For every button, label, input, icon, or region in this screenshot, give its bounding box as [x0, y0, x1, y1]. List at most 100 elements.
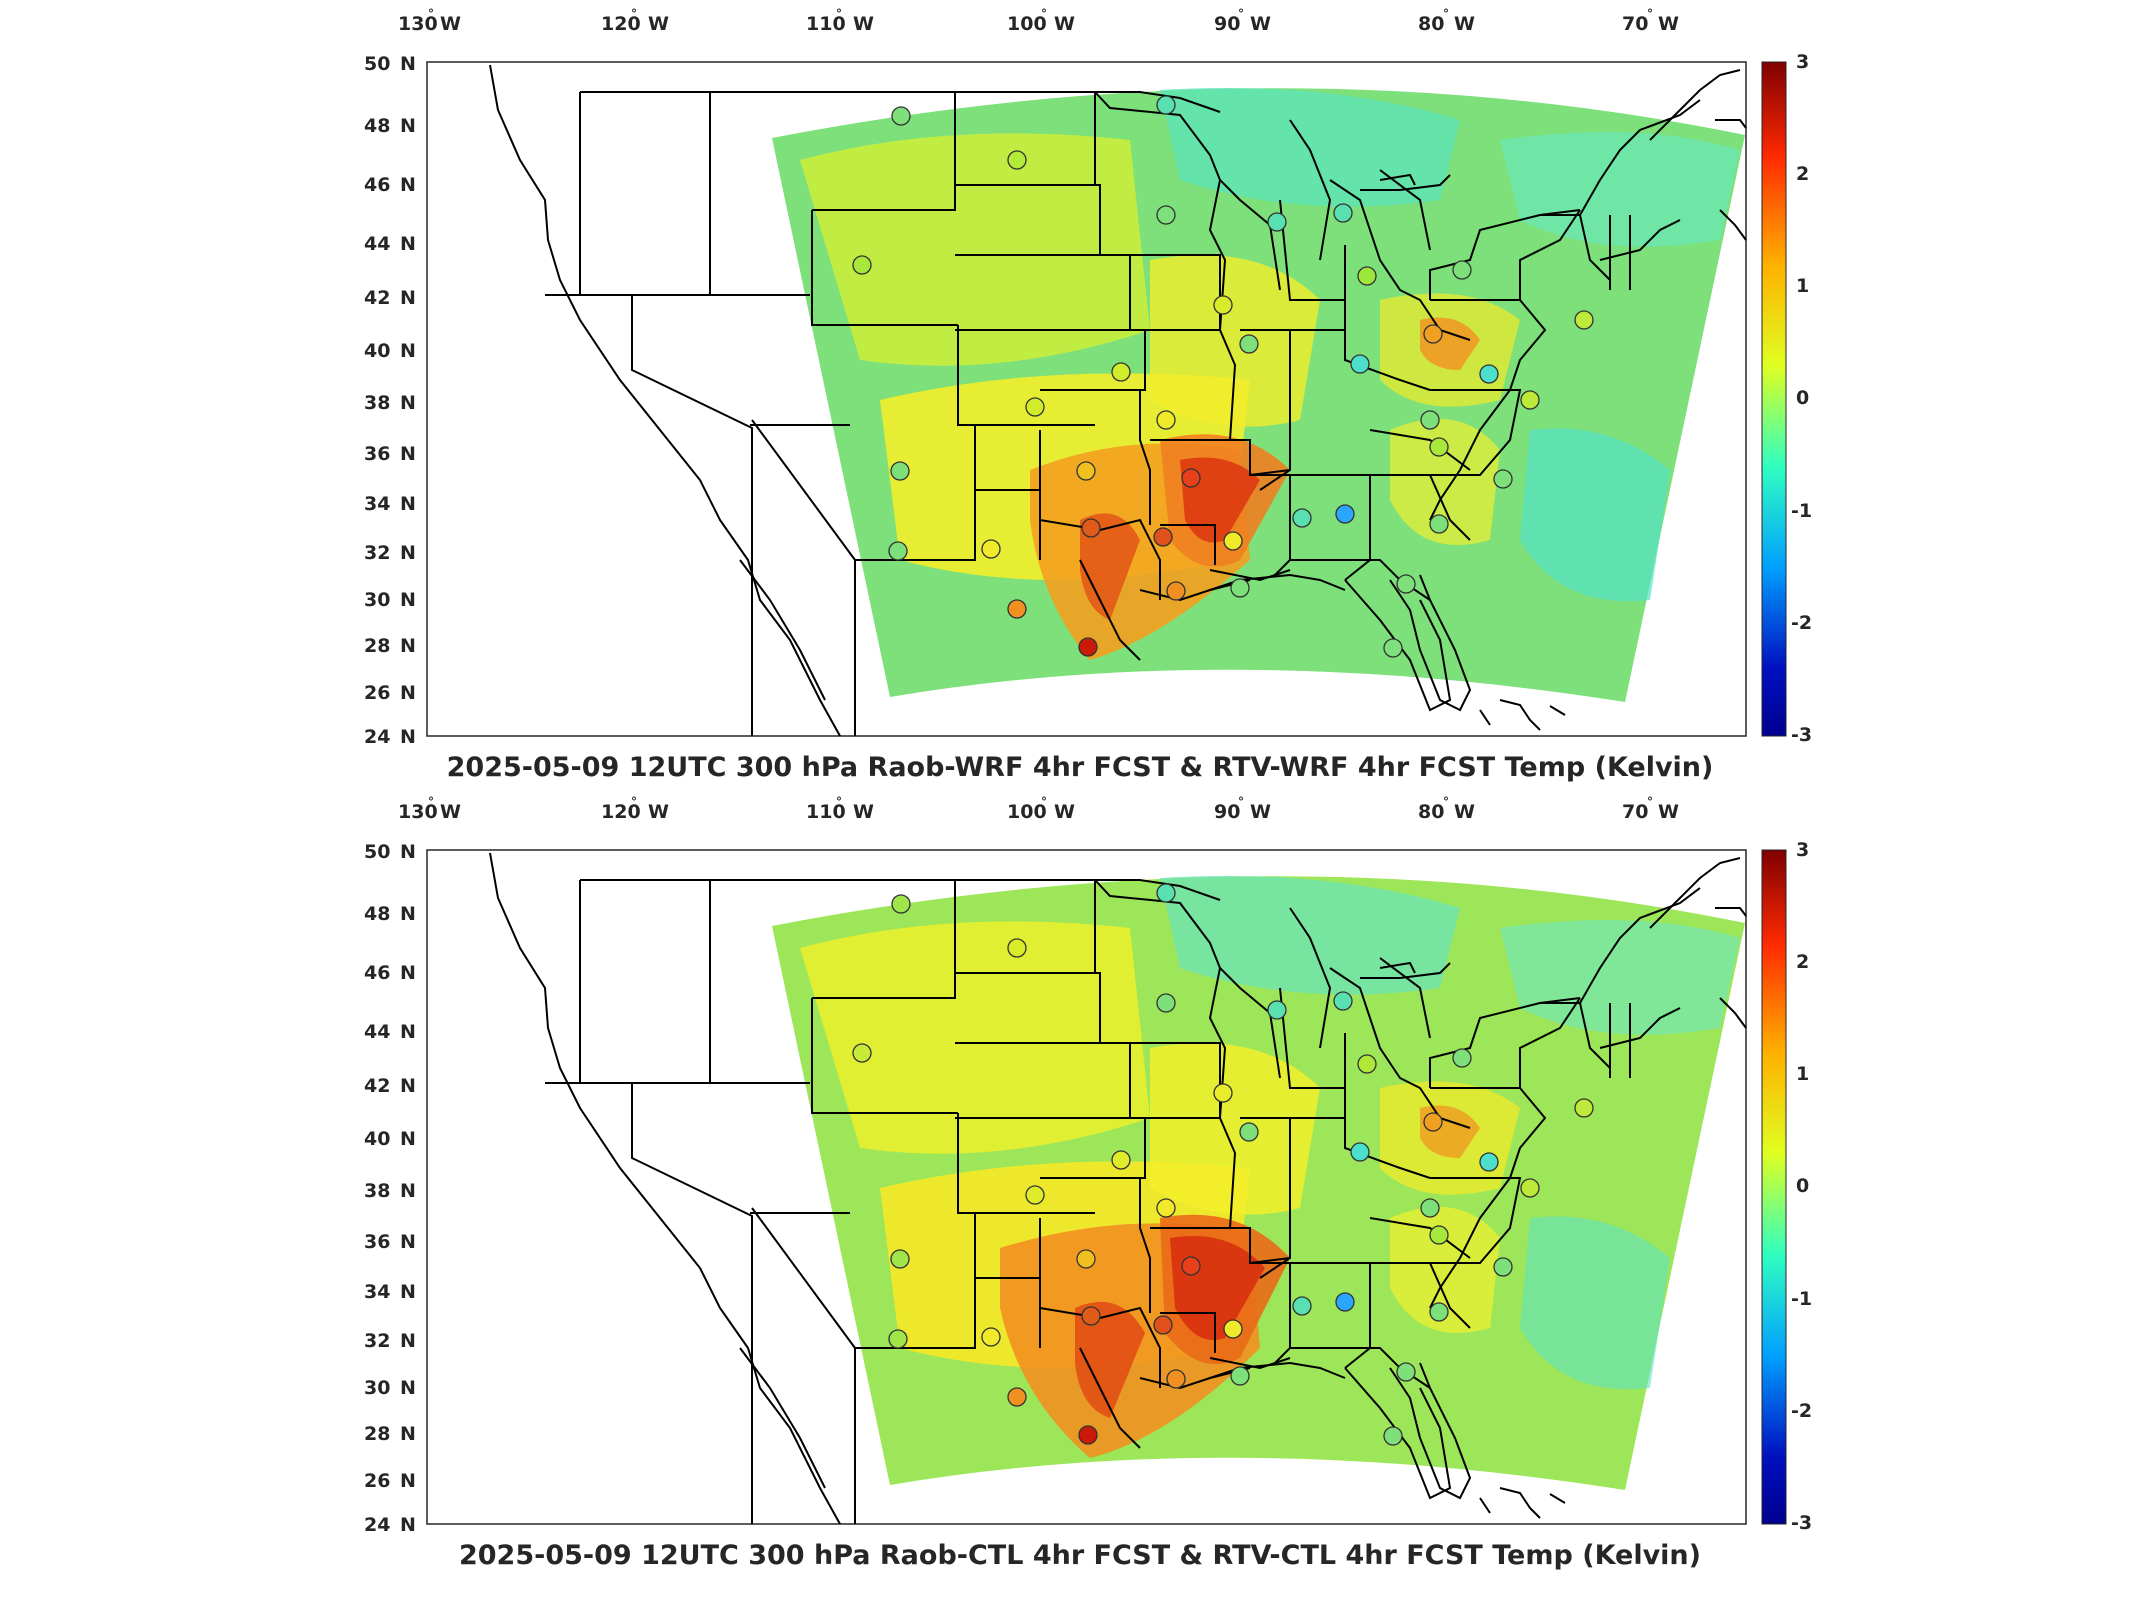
- lon-label-hemi: W: [1658, 801, 1679, 823]
- lon-label-hemi: W: [440, 801, 461, 823]
- lat-label: 26: [364, 682, 390, 704]
- lon-label-hemi: W: [853, 13, 874, 35]
- lat-label-hemi: N: [400, 589, 416, 611]
- lon-degree-marks: ° ° ° ° ° ° °: [428, 7, 1653, 21]
- lat-label: 24: [364, 726, 390, 748]
- lat-label-hemi: N: [400, 635, 416, 657]
- svg-text:3: 3: [1796, 839, 1809, 861]
- svg-text:°: °: [836, 7, 842, 21]
- lat-label: 46: [364, 174, 390, 196]
- lat-label: 26: [364, 1470, 390, 1492]
- svg-text:°: °: [631, 7, 637, 21]
- lat-axis-labels: 50 N 48 N 46 N 44 N 42 N 40 N 38 N 36 N 34 N 32 N …: [364, 841, 416, 1536]
- svg-text:°: °: [1647, 7, 1653, 21]
- svg-text:°: °: [428, 795, 434, 809]
- lon-label: 80: [1418, 801, 1444, 823]
- lat-label-hemi: N: [400, 53, 416, 75]
- lat-label: 48: [364, 115, 390, 137]
- lon-label-hemi: W: [1658, 13, 1679, 35]
- temperature-field: [772, 88, 1745, 702]
- lat-label-hemi: N: [400, 1128, 416, 1150]
- lon-label-hemi: W: [440, 13, 461, 35]
- lat-label: 48: [364, 903, 390, 925]
- lat-label-hemi: N: [400, 1514, 416, 1536]
- lat-label: 44: [364, 233, 390, 255]
- lat-label-hemi: N: [400, 903, 416, 925]
- lat-label: 28: [364, 635, 390, 657]
- svg-text:°: °: [1443, 795, 1449, 809]
- lat-label-hemi: N: [400, 340, 416, 362]
- lon-label: 120: [601, 13, 641, 35]
- lon-label-hemi: W: [1250, 13, 1271, 35]
- lon-label: 70: [1622, 13, 1648, 35]
- lat-label-hemi: N: [400, 1180, 416, 1202]
- lat-label-hemi: N: [400, 1231, 416, 1253]
- lon-label: 100: [1007, 13, 1047, 35]
- svg-text:3: 3: [1796, 51, 1809, 73]
- colorbar-ticks: 3 2 1 0 -1 -2 -3: [1791, 51, 1812, 746]
- lat-label: 42: [364, 1075, 390, 1097]
- lon-label: 120: [601, 801, 641, 823]
- colorbar-ticks: 3 2 1 0 -1 -2 -3: [1791, 839, 1812, 1534]
- svg-text:-2: -2: [1791, 1400, 1812, 1422]
- lon-label-hemi: W: [1454, 13, 1475, 35]
- lon-label: 90: [1214, 13, 1240, 35]
- svg-text:-1: -1: [1791, 500, 1812, 522]
- lon-label-hemi: W: [1250, 801, 1271, 823]
- svg-text:°: °: [1238, 795, 1244, 809]
- svg-text:2: 2: [1796, 163, 1809, 185]
- svg-text:-3: -3: [1791, 724, 1812, 746]
- lat-axis-labels: 50 N 48 N 46 N 44 N 42 N 40 N 38 N 36 N 34 N 32 N …: [364, 53, 416, 748]
- lon-degree-marks: ° ° ° ° ° ° °: [428, 795, 1653, 809]
- panel-title: 2025-05-09 12UTC 300 hPa Raob-WRF 4hr FC…: [447, 752, 1714, 783]
- lon-axis-labels: 130 W 120 W 110 W 100 W 90 W 80 W 70 W: [398, 13, 1679, 35]
- lat-label-hemi: N: [400, 287, 416, 309]
- panel-top: 130 W 120 W 110 W 100 W 90 W 80 W 70 W °…: [364, 7, 1812, 783]
- lon-label: 110: [806, 13, 846, 35]
- lon-axis-labels: 130 W 120 W 110 W 100 W 90 W 80 W 70 W: [398, 801, 1679, 823]
- lat-label-hemi: N: [400, 962, 416, 984]
- lat-label-hemi: N: [400, 1377, 416, 1399]
- state-boundaries: [489, 852, 1747, 1525]
- lat-label-hemi: N: [400, 392, 416, 414]
- lat-label: 34: [364, 1281, 390, 1303]
- lon-label: 130: [398, 801, 438, 823]
- lat-label: 42: [364, 287, 390, 309]
- svg-text:°: °: [1443, 7, 1449, 21]
- lat-label: 44: [364, 1021, 390, 1043]
- station-markers: [852, 95, 1594, 658]
- lat-label: 30: [364, 589, 390, 611]
- svg-text:1: 1: [1796, 275, 1809, 297]
- svg-text:°: °: [1238, 7, 1244, 21]
- lat-label-hemi: N: [400, 542, 416, 564]
- temperature-field: [772, 876, 1745, 1490]
- lat-label-hemi: N: [400, 1470, 416, 1492]
- lat-label-hemi: N: [400, 1330, 416, 1352]
- lon-label-hemi: W: [1054, 13, 1075, 35]
- colorbar: [1761, 849, 1787, 1525]
- lon-label: 110: [806, 801, 846, 823]
- lat-label-hemi: N: [400, 1281, 416, 1303]
- lon-label-hemi: W: [648, 13, 669, 35]
- svg-text:0: 0: [1796, 1175, 1809, 1197]
- lat-label-hemi: N: [400, 841, 416, 863]
- svg-text:-2: -2: [1791, 612, 1812, 634]
- panel-title: 2025-05-09 12UTC 300 hPa Raob-CTL 4hr FC…: [459, 1540, 1701, 1571]
- map-panel-2-svg: 130 W 120 W 110 W 100 W 90 W 80 W 70 W °…: [364, 795, 1812, 1571]
- svg-text:°: °: [428, 7, 434, 21]
- lat-label-hemi: N: [400, 233, 416, 255]
- lon-label: 130: [398, 13, 438, 35]
- lat-label-hemi: N: [400, 726, 416, 748]
- lat-label-hemi: N: [400, 1423, 416, 1445]
- svg-text:0: 0: [1796, 387, 1809, 409]
- lon-label: 70: [1622, 801, 1648, 823]
- svg-text:2: 2: [1796, 951, 1809, 973]
- map-panel-1-svg: 130 W 120 W 110 W 100 W 90 W 80 W 70 W °…: [364, 7, 1812, 783]
- lat-label: 24: [364, 1514, 390, 1536]
- svg-text:°: °: [1041, 795, 1047, 809]
- lat-label: 34: [364, 493, 390, 515]
- svg-text:-3: -3: [1791, 1512, 1812, 1534]
- lat-label: 38: [364, 1180, 390, 1202]
- lat-label-hemi: N: [400, 493, 416, 515]
- lon-label: 100: [1007, 801, 1047, 823]
